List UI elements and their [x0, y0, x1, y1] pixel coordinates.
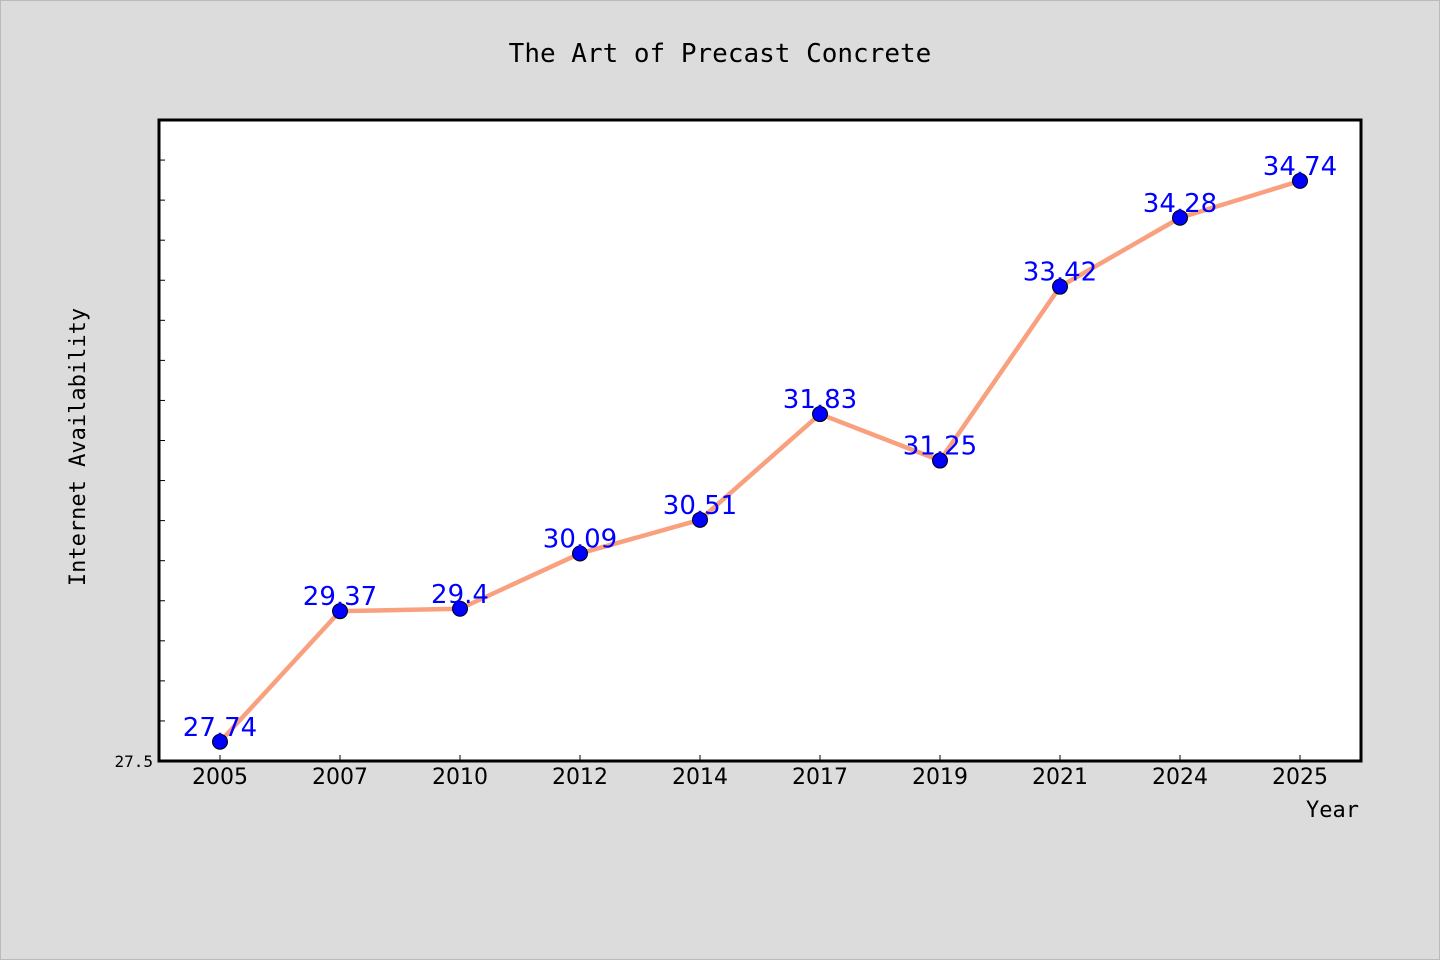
x-tick-label: 2024 [1152, 765, 1208, 790]
data-point [1172, 209, 1188, 226]
data-label: 34.74 [1263, 152, 1337, 182]
data-label: 29.4 [431, 580, 489, 610]
data-label: 30.51 [663, 491, 737, 521]
data-label: 27.74 [183, 713, 257, 743]
series-layer [212, 172, 1308, 750]
data-label: 31.83 [783, 385, 857, 415]
series-line [217, 178, 1303, 745]
data-label: 33.42 [1023, 258, 1097, 288]
x-tick-label: 2025 [1272, 765, 1328, 790]
data-labels: 27.74 29.37 29.4 30.09 30.51 31.83 31.25 33.42 3… [183, 152, 1337, 743]
data-label: 34.28 [1143, 189, 1217, 219]
x-tick-label: 2010 [432, 765, 488, 790]
data-label: 31.25 [903, 432, 977, 462]
data-point [572, 545, 588, 562]
data-point [1292, 172, 1308, 189]
x-axis-ticks: 2005 2007 2010 2012 2014 2017 2019 2021 2024 2025 [192, 755, 1328, 790]
x-tick-label: 2012 [552, 765, 608, 790]
x-tick-label: 2021 [1032, 765, 1088, 790]
x-tick-label: 2017 [792, 765, 848, 790]
chart-title: The Art of Precast Concrete [509, 39, 932, 69]
data-point [932, 452, 948, 469]
data-point [452, 600, 468, 617]
data-label: 29.37 [303, 582, 377, 612]
data-point [332, 603, 348, 620]
y-axis-label: Internet Availability [66, 308, 91, 586]
y-axis-ticks: 27.5 [114, 119, 165, 771]
x-tick-label: 2005 [192, 765, 248, 790]
data-point [812, 406, 828, 423]
x-axis-label: Year [1306, 798, 1359, 823]
x-tick-label: 2014 [672, 765, 728, 790]
data-point [212, 733, 228, 750]
data-point [1052, 278, 1068, 295]
x-tick-label: 2007 [312, 765, 368, 790]
y-tick-label: 27.5 [114, 752, 153, 771]
data-label: 30.09 [543, 524, 617, 554]
data-point [692, 511, 708, 528]
x-tick-label: 2019 [912, 765, 968, 790]
